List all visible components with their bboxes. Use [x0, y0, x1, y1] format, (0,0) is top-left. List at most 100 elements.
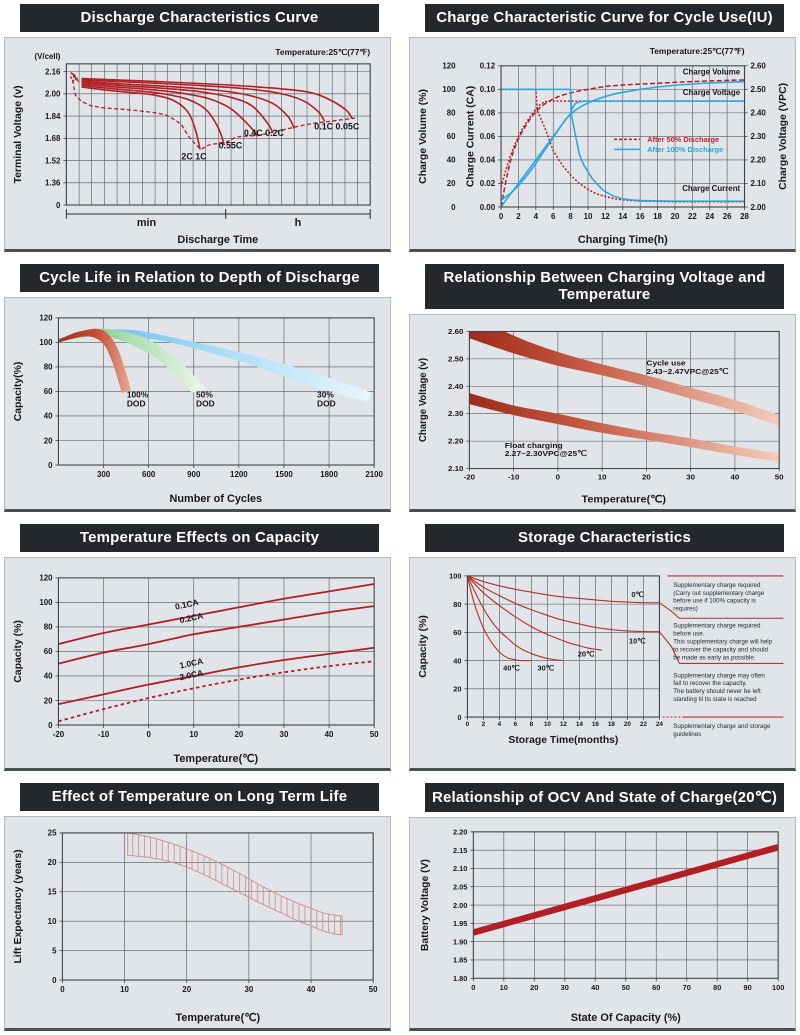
- svg-text:Supplementary charge and stora: Supplementary charge and storage guidelin…: [673, 722, 771, 737]
- svg-text:100: 100: [449, 571, 461, 580]
- svg-text:1800: 1800: [320, 470, 338, 479]
- panel-temperature-effects: Temperature Effects on Capacity -20 -10 0 1…: [4, 523, 391, 772]
- svg-text:80: 80: [44, 622, 53, 631]
- svg-text:50: 50: [775, 473, 784, 482]
- svg-text:40: 40: [325, 729, 334, 738]
- svg-text:4: 4: [498, 720, 502, 727]
- panel-header: Relationship Between Charging Voltage an…: [425, 263, 784, 309]
- svg-text:0: 0: [466, 720, 470, 727]
- chart-container: 0 2 4 6 8 10 12 14 16 18 20 22 24 26 28 0.00 0.02 0.04 0.0…: [409, 37, 796, 252]
- svg-text:90: 90: [744, 983, 752, 992]
- svg-text:2.50: 2.50: [448, 354, 463, 363]
- svg-text:1500: 1500: [275, 470, 293, 479]
- svg-text:1.0CA: 1.0CA: [179, 655, 204, 670]
- svg-text:60: 60: [44, 647, 53, 656]
- svg-text:-10: -10: [98, 729, 110, 738]
- panel-header: Relationship of OCV And State of Charge(…: [425, 783, 784, 813]
- svg-text:Charge Volume: Charge Volume: [683, 68, 741, 77]
- svg-text:2.00: 2.00: [45, 90, 61, 99]
- chart-container: 0 10 20 30 40 50 60 70 80 90 100 1.80 1.85 1.90 1.95 2.…: [409, 817, 796, 1031]
- svg-text:-10: -10: [508, 473, 519, 482]
- svg-text:80: 80: [453, 599, 461, 608]
- panel-title: Storage Characteristics: [517, 528, 691, 546]
- svg-text:50: 50: [622, 983, 630, 992]
- svg-text:Supplementary charge required(: Supplementary charge required (Carry out …: [673, 581, 764, 612]
- svg-text:0: 0: [499, 212, 504, 221]
- svg-text:0.12: 0.12: [480, 62, 496, 71]
- svg-text:Supplementary charge may often: Supplementary charge may often fail to re…: [673, 672, 765, 703]
- svg-text:10: 10: [48, 917, 57, 926]
- svg-text:0.1C 0.05C: 0.1C 0.05C: [314, 121, 360, 131]
- svg-text:0.04: 0.04: [480, 156, 496, 165]
- svg-text:16: 16: [636, 212, 645, 221]
- svg-text:30: 30: [686, 473, 695, 482]
- panel-header: Storage Characteristics: [425, 523, 784, 552]
- svg-text:40: 40: [447, 156, 456, 165]
- svg-text:2: 2: [482, 720, 486, 727]
- svg-text:40: 40: [731, 473, 740, 482]
- svg-text:0.4C 0.2C: 0.4C 0.2C: [244, 128, 285, 138]
- svg-text:10: 10: [598, 473, 607, 482]
- charging-voltage-temperature-chart: -20 -10 0 10 20 30 40 50 2.10 2.20 2.30 2.40 2.50 2.6…: [418, 327, 784, 505]
- svg-text:25: 25: [48, 829, 57, 838]
- svg-text:100: 100: [39, 338, 53, 347]
- svg-text:20: 20: [671, 212, 680, 221]
- panel-header: Temperature Effects on Capacity: [20, 523, 379, 552]
- panel-header: Effect of Temperature on Long Term Life: [20, 783, 379, 812]
- svg-text:2.10: 2.10: [453, 864, 467, 873]
- svg-text:0: 0: [48, 461, 53, 470]
- svg-text:5: 5: [52, 947, 57, 956]
- panel-header: Discharge Characteristics Curve: [20, 4, 379, 32]
- charge-characteristic-chart: 0 2 4 6 8 10 12 14 16 18 20 22 24 26 280.000.020.040.0…: [418, 46, 789, 246]
- temperature-effects-chart: -20 -10 0 10 20 30 40 50 0 20 40 60 80 100 120 0.1CA0.2…: [13, 573, 379, 764]
- svg-text:2.40: 2.40: [750, 109, 766, 118]
- panel-charge-characteristic: Charge Characteristic Curve for Cycle Us…: [409, 4, 796, 252]
- svg-text:20: 20: [48, 858, 57, 867]
- svg-text:22: 22: [640, 720, 648, 727]
- svg-text:1.84: 1.84: [45, 112, 61, 121]
- svg-text:0: 0: [451, 203, 456, 212]
- svg-text:Temperature:25℃(77℉): Temperature:25℃(77℉): [275, 47, 370, 57]
- svg-text:2.30: 2.30: [448, 409, 463, 418]
- svg-text:0: 0: [48, 720, 53, 729]
- svg-text:0.2CA: 0.2CA: [179, 610, 204, 625]
- svg-text:100: 100: [772, 983, 784, 992]
- svg-text:20: 20: [453, 684, 461, 693]
- chart-container: 0 10 20 30 40 50 0 5 10 15 20 25 Lift Expectancy (ye…: [4, 816, 391, 1031]
- svg-text:1.80: 1.80: [453, 974, 467, 983]
- svg-text:20: 20: [642, 473, 651, 482]
- panel-header: Cycle Life in Relation to Depth of Disch…: [20, 263, 379, 292]
- chart-container: 300 600 900 1200 1500 1800 2100 0 20 40 60 80 100 120…: [4, 296, 391, 512]
- svg-text:2.40: 2.40: [448, 382, 463, 391]
- svg-text:Charge Volume (%): Charge Volume (%): [418, 89, 429, 184]
- svg-text:40: 40: [44, 671, 53, 680]
- svg-text:600: 600: [142, 470, 156, 479]
- svg-text:900: 900: [187, 470, 201, 479]
- svg-text:Temperature(℃): Temperature(℃): [175, 1012, 260, 1024]
- svg-text:80: 80: [44, 362, 53, 371]
- svg-text:Capacity(%): Capacity(%): [13, 361, 24, 421]
- ocv-state-of-charge-chart: 0 10 20 30 40 50 60 70 80 90 100 1.80 1.85 1.90 1.95 2.…: [420, 828, 785, 1024]
- svg-text:24: 24: [656, 720, 664, 727]
- svg-text:30: 30: [280, 729, 289, 738]
- svg-text:Charge Voltage: Charge Voltage: [683, 88, 741, 97]
- svg-text:0: 0: [52, 976, 57, 985]
- svg-text:80: 80: [713, 983, 721, 992]
- svg-text:(V/cell): (V/cell): [34, 52, 60, 61]
- svg-text:15: 15: [48, 888, 57, 897]
- svg-text:Charge Current: Charge Current: [682, 184, 740, 193]
- svg-text:60: 60: [652, 983, 660, 992]
- svg-text:20: 20: [182, 985, 191, 994]
- svg-text:2.05: 2.05: [453, 883, 467, 892]
- panel-ocv-state-of-charge: Relationship of OCV And State of Charge(…: [409, 783, 796, 1031]
- svg-text:Charge Current (CA): Charge Current (CA): [465, 86, 476, 187]
- svg-text:80: 80: [447, 109, 456, 118]
- svg-text:28: 28: [740, 212, 749, 221]
- svg-text:1.90: 1.90: [453, 938, 467, 947]
- svg-text:2.30: 2.30: [750, 132, 766, 141]
- chart-container: -20 -10 0 10 20 30 40 50 0 20 40 60 80 100 120 0.1CA 0.2…: [4, 556, 391, 772]
- panel-discharge-characteristics: Discharge Characteristics Curve 2.16 2.00…: [4, 4, 391, 252]
- svg-text:26: 26: [723, 212, 732, 221]
